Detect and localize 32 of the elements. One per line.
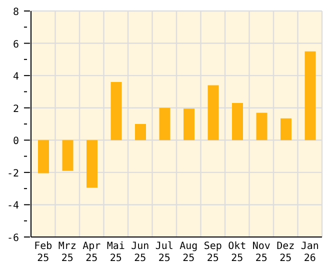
y-tick-label: -6 — [6, 233, 19, 244]
bar — [280, 118, 292, 140]
x-tick-label: Dez 25 — [276, 241, 295, 264]
x-tick-label: Mai 25 — [106, 241, 125, 264]
bar — [110, 82, 122, 140]
bar — [256, 112, 268, 140]
x-tick-label: Sep 25 — [204, 241, 222, 264]
x-tick-label: Apr 25 — [82, 241, 101, 264]
bar — [208, 85, 219, 140]
x-tick-label: Nov 25 — [252, 241, 270, 264]
bar — [38, 140, 49, 174]
y-tick-label: -2 — [6, 168, 19, 180]
x-tick-label: Jun 25 — [131, 241, 150, 264]
y-tick-label: -4 — [6, 200, 19, 212]
y-tick-label: 6 — [12, 39, 19, 50]
bar — [135, 124, 146, 140]
bar — [184, 108, 194, 140]
bar — [159, 108, 170, 140]
bar — [62, 140, 74, 171]
x-tick-label: Okt 25 — [228, 241, 246, 264]
y-tick-label: 2 — [12, 104, 19, 115]
x-tick-label: Mrz 25 — [58, 241, 76, 264]
bar — [86, 140, 98, 188]
y-tick-label: 0 — [12, 136, 19, 148]
x-tick-label: Feb 25 — [34, 241, 52, 264]
y-tick-label: 4 — [12, 72, 19, 83]
y-tick-label: 8 — [12, 7, 19, 18]
x-tick-label: Aug 25 — [180, 241, 198, 264]
bar — [232, 103, 243, 140]
bar — [304, 51, 316, 140]
x-tick-label: Jul 25 — [155, 241, 174, 264]
x-tick-label: Jan 26 — [300, 241, 319, 264]
